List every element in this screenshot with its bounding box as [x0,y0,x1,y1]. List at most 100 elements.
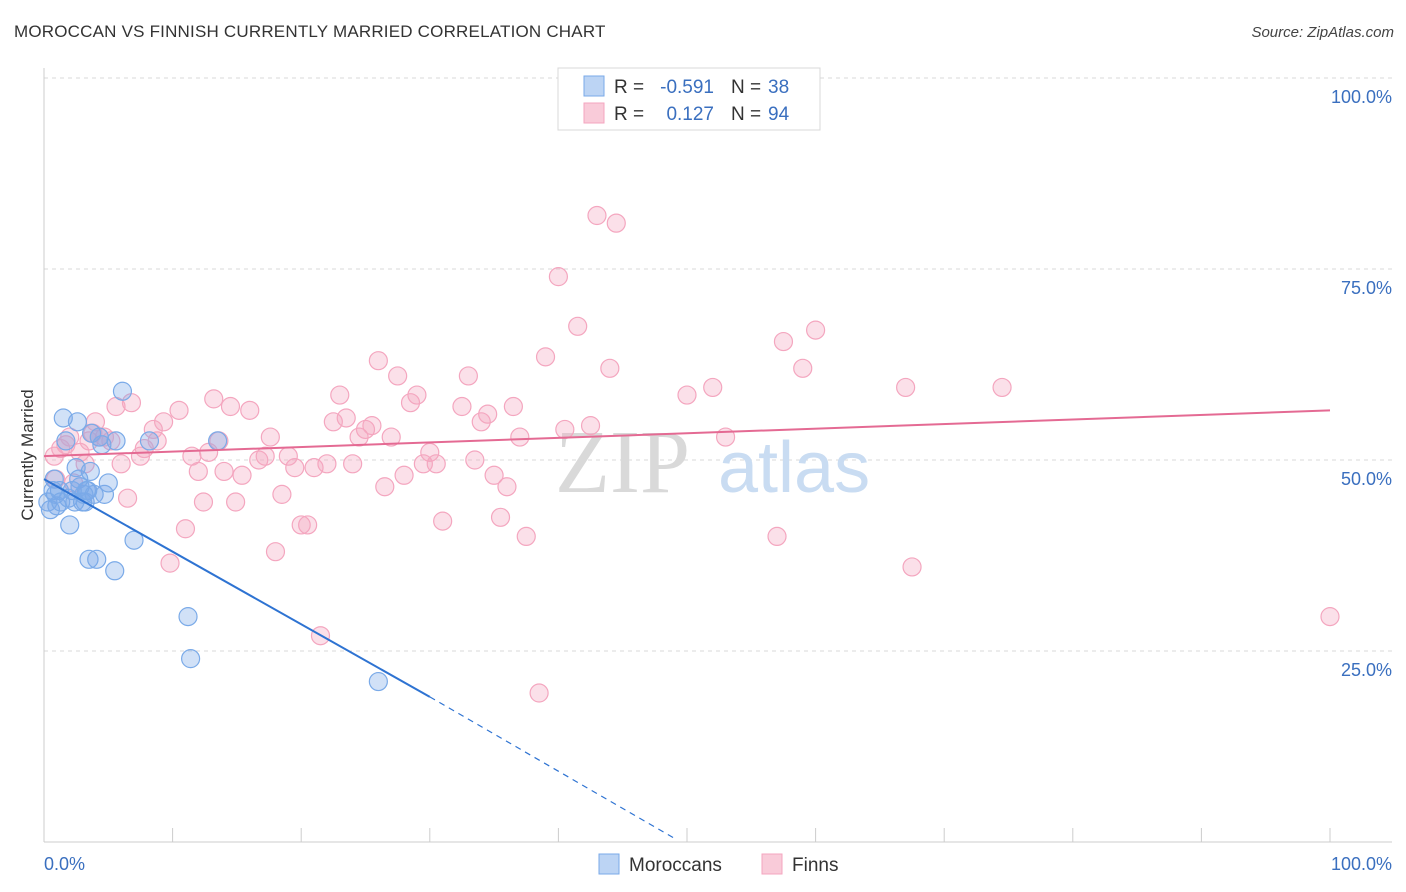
finns-point-71 [478,404,498,424]
finns-point-51 [336,408,356,428]
finns-point-68 [458,366,478,386]
stats-n-value-moroccans: 38 [768,77,789,98]
finns-point-72 [484,465,504,485]
moroccans-point-31 [98,473,118,493]
legend-swatch-moroccans [598,853,620,875]
moroccans-point-30 [94,484,115,504]
finns-point-96 [992,377,1012,398]
moroccans-point-8 [53,408,73,428]
finns-point-15 [111,454,131,474]
stats-n-key-finns: N = [731,104,761,125]
finns-point-77 [516,526,536,547]
finns-point-57 [375,477,395,497]
finns-point-66 [433,511,453,531]
moroccans-point-40 [368,671,388,692]
moroccans-point-15 [67,412,88,432]
finns-point-86 [606,213,626,233]
finns-point-24 [169,400,189,420]
finns-point-38 [255,446,275,466]
finns-point-70 [471,412,491,432]
legend-label-finns: Finns [792,855,838,876]
stats-n-value-finns: 94 [768,104,790,125]
finns-point-28 [193,492,214,512]
finns-point-22 [153,412,174,432]
legend-label-moroccans: Moroccans [629,855,722,876]
moroccans-trend-line [43,478,431,698]
stats-box: R = -0.591 N = 38 R = 0.127 N = 94 [557,67,821,131]
finns-point-75 [503,396,523,417]
legend-swatch-finns [761,853,783,875]
finns-point-73 [490,507,511,527]
moroccans-point-9 [56,431,76,451]
finns-point-69 [465,450,485,470]
finns-point-80 [548,267,569,287]
finns-point-84 [587,205,607,226]
moroccans-point-34 [106,431,126,451]
y-tick-label-1: 75.0% [1341,278,1392,298]
moroccans-point-37 [178,607,198,627]
axes [43,68,1392,843]
moroccans-point-33 [112,381,133,401]
stats-swatch-moroccans [583,75,605,97]
moroccans-point-24 [80,461,100,482]
finns-point-49 [323,412,343,432]
finns-point-41 [272,484,292,504]
moroccans-point-26 [84,484,104,504]
finns-point-76 [510,427,530,447]
finns-point-94 [896,377,916,398]
x-tick-label-min: 0.0% [44,854,85,874]
grid-lines [44,77,1392,652]
finns-point-55 [362,416,382,436]
finns-point-82 [568,316,588,336]
moroccans-point-27 [87,549,107,569]
moroccans-point-38 [181,649,201,669]
finns-point-60 [394,465,414,485]
stats-r-key-finns: R = [614,104,644,125]
chart-source: Source: ZipAtlas.com [1251,24,1394,41]
stats-r-value-moroccans: -0.591 [660,77,714,98]
watermark-atlas: atlas [718,428,870,508]
series-moroccans [38,381,388,692]
finns-point-44 [291,515,311,535]
moroccans-point-11 [60,515,80,535]
stats-swatch-finns [583,102,605,124]
moroccans-point-32 [105,561,125,581]
finns-point-56 [368,351,388,371]
y-tick-label-3: 25.0% [1341,660,1392,680]
finns-point-27 [188,461,208,482]
finns-point-90 [767,526,787,547]
finns-point-20 [143,419,163,440]
finns-point-43 [285,458,305,478]
finns-point-95 [902,557,922,577]
stats-r-value-finns: 0.127 [666,104,714,125]
stats-n-key-moroccans: N = [731,77,761,98]
watermark-zip: ZIP [555,413,690,512]
finns-point-23 [160,553,180,573]
finns-point-65 [426,454,446,474]
finns-point-67 [452,396,472,417]
finns-point-4 [60,427,80,447]
finns-point-39 [260,427,280,447]
finns-point-79 [535,347,556,367]
finns-point-30 [204,389,224,409]
finns-point-40 [265,542,286,562]
moroccans-trend-extension [429,696,675,839]
finns-point-88 [703,377,723,398]
finns-point-52 [343,454,363,474]
finns-point-25 [175,519,196,539]
y-tick-label-0: 100.0% [1331,87,1392,107]
finns-point-32 [214,461,234,482]
finns-point-45 [298,515,318,535]
finns-point-83 [580,416,601,436]
moroccans-point-14 [66,458,86,478]
y-tick-label-2: 50.0% [1341,469,1392,489]
finns-point-53 [349,427,369,447]
finns-trend-line [43,409,1331,458]
finns-point-87 [677,385,697,405]
x-tick-marks [43,828,1331,842]
y-axis-label: Currently Married [18,389,37,520]
finns-point-34 [226,492,246,512]
chart-title: MOROCCAN VS FINNISH CURRENTLY MARRIED CO… [14,22,606,41]
stats-r-key-moroccans: R = [614,77,644,98]
finns-point-48 [317,454,337,474]
